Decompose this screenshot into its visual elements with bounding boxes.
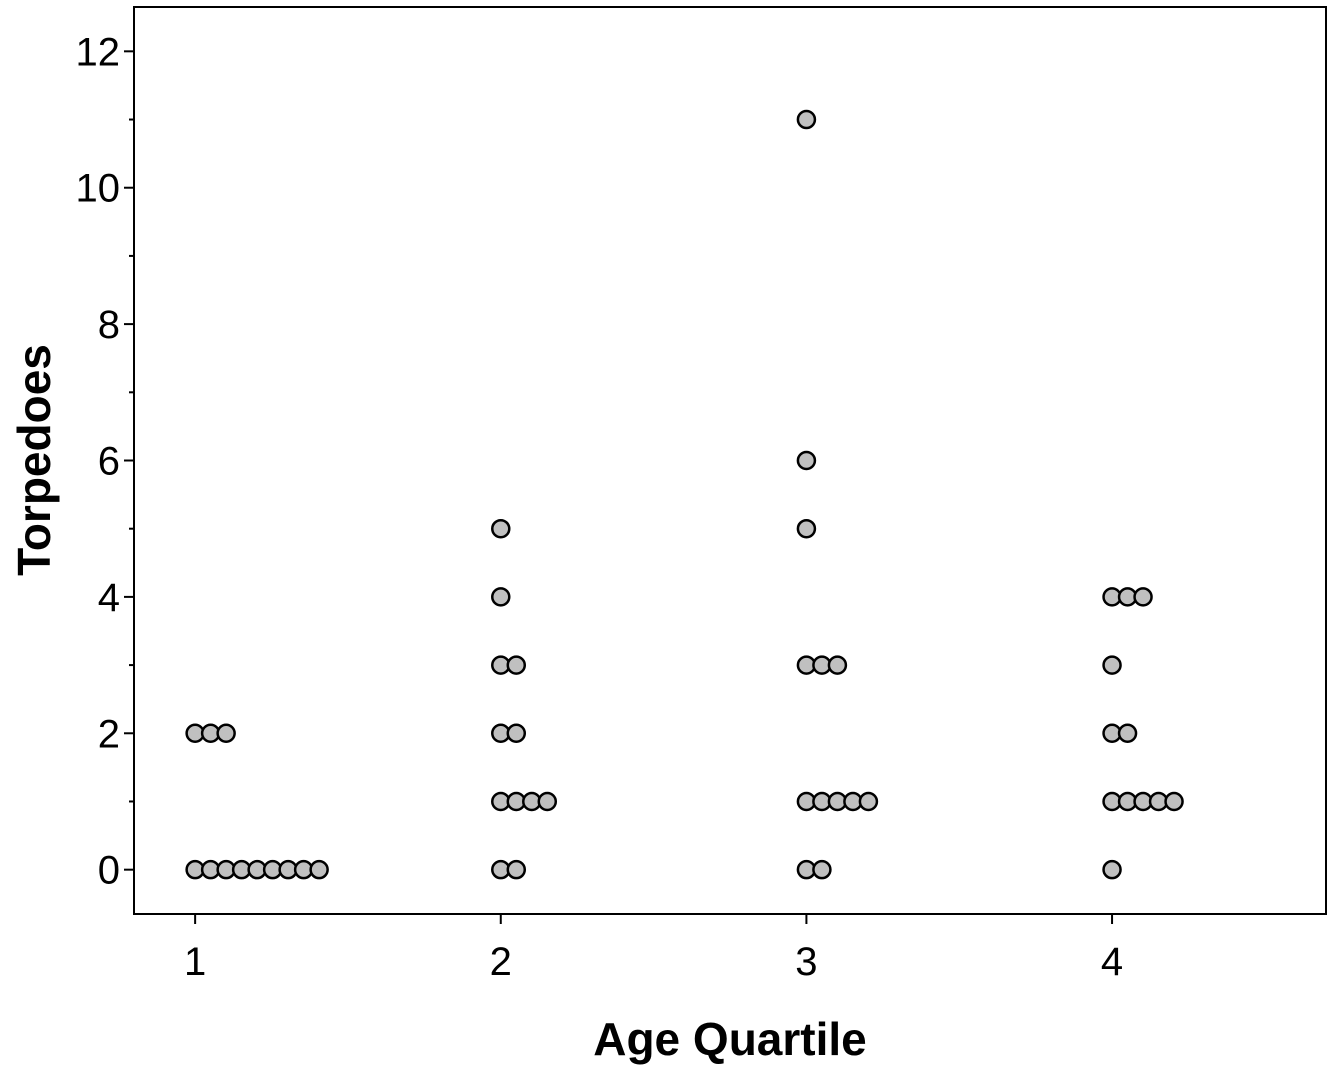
y-axis-title: Torpedoes bbox=[8, 344, 60, 576]
x-tick-label: 1 bbox=[184, 940, 206, 984]
x-tick-label: 4 bbox=[1101, 940, 1123, 984]
scatter-point bbox=[309, 859, 329, 880]
x-tick-label: 3 bbox=[795, 940, 817, 984]
x-axis-title: Age Quartile bbox=[593, 1013, 867, 1065]
scatter-point bbox=[506, 655, 527, 675]
scatter-point bbox=[796, 450, 817, 471]
scatter-point bbox=[1102, 859, 1122, 880]
x-axis: 1 2 3 4 bbox=[184, 914, 1123, 984]
y-tick-label: 8 bbox=[98, 303, 120, 347]
data-points bbox=[185, 109, 1184, 880]
y-tick-label: 0 bbox=[98, 849, 120, 893]
scatter-point bbox=[1102, 655, 1122, 675]
scatter-point bbox=[796, 109, 817, 130]
x-tick-label: 2 bbox=[490, 940, 512, 984]
y-tick-label: 2 bbox=[98, 712, 120, 756]
scatter-point bbox=[1164, 791, 1184, 812]
scatter-point bbox=[827, 655, 848, 675]
scatter-point bbox=[491, 518, 511, 539]
scatter-point bbox=[1133, 587, 1153, 607]
scatter-point bbox=[216, 723, 236, 744]
scatter-point bbox=[858, 791, 879, 812]
scatter-point bbox=[506, 723, 527, 744]
scatter-point bbox=[491, 587, 511, 607]
y-tick-label: 6 bbox=[98, 440, 120, 484]
scatter-point bbox=[796, 518, 817, 539]
scatter-point bbox=[506, 859, 527, 880]
y-axis: 0 2 4 6 8 10 12 bbox=[76, 30, 134, 893]
plot-frame bbox=[133, 6, 1327, 915]
y-tick-label: 12 bbox=[76, 30, 121, 74]
scatter-point bbox=[1117, 723, 1138, 744]
y-tick-label: 10 bbox=[76, 167, 121, 211]
scatter-point bbox=[812, 859, 832, 880]
y-tick-label: 4 bbox=[98, 576, 120, 620]
scatter-point bbox=[537, 791, 558, 812]
